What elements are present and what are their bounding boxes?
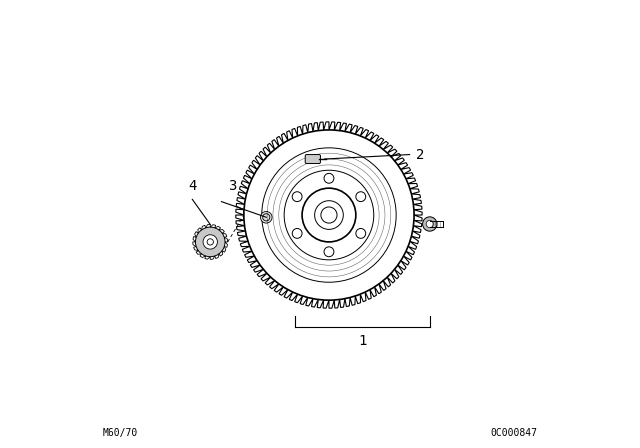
Text: 1: 1 xyxy=(358,334,367,348)
Circle shape xyxy=(426,220,433,228)
Circle shape xyxy=(356,228,365,238)
Circle shape xyxy=(260,211,272,223)
Circle shape xyxy=(324,173,334,183)
Circle shape xyxy=(292,228,302,238)
Circle shape xyxy=(203,235,218,249)
Circle shape xyxy=(422,217,437,231)
Circle shape xyxy=(292,192,302,202)
Text: 4: 4 xyxy=(188,179,196,193)
Circle shape xyxy=(207,239,213,245)
Text: 0C000847: 0C000847 xyxy=(490,428,538,438)
Text: M60/70: M60/70 xyxy=(103,428,138,438)
Circle shape xyxy=(321,207,337,223)
FancyBboxPatch shape xyxy=(305,155,321,164)
Text: 3: 3 xyxy=(228,179,237,193)
Circle shape xyxy=(356,192,365,202)
Text: 2: 2 xyxy=(417,147,425,162)
Circle shape xyxy=(324,247,334,257)
Circle shape xyxy=(195,227,225,257)
